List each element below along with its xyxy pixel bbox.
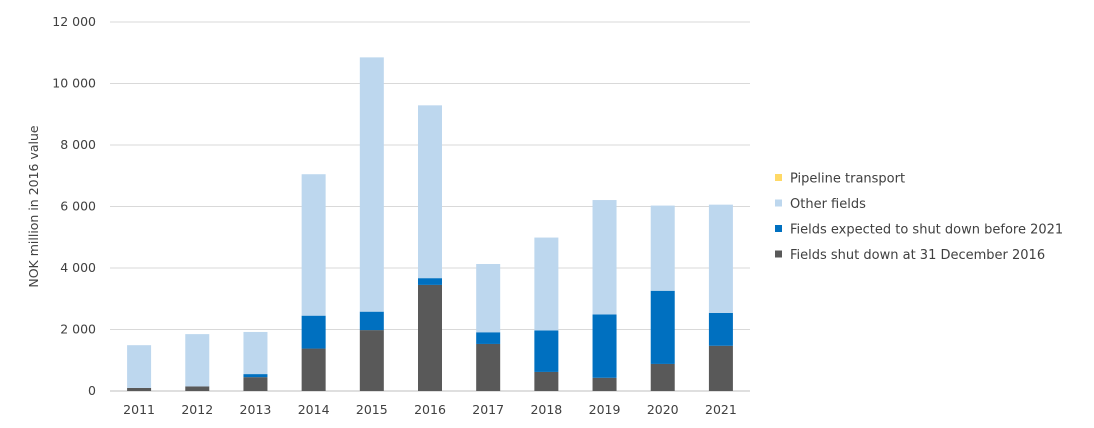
legend-label: Pipeline transport: [790, 172, 905, 187]
y-tick-label: 2 000: [60, 322, 96, 337]
bar-segment: [418, 284, 442, 391]
x-tick-label: 2016: [414, 402, 446, 417]
bar-segment: [592, 314, 617, 378]
bar-segment: [185, 386, 210, 391]
y-tick-label: 0: [88, 383, 96, 398]
x-tick-label: 2012: [181, 402, 213, 417]
x-tick-label: 2019: [589, 402, 621, 417]
x-tick-label: 2017: [472, 402, 504, 417]
legend-label: Other fields: [790, 197, 866, 212]
bar-segment: [592, 377, 617, 391]
y-tick-label: 6 000: [60, 199, 96, 214]
x-tick-label: 2018: [530, 402, 562, 417]
bar-segment: [359, 311, 384, 331]
bar-segment: [534, 371, 559, 391]
bar-segment: [359, 57, 384, 312]
legend-label: Fields expected to shut down before 2021: [790, 223, 1063, 238]
bar-segment: [708, 312, 733, 346]
bar-segment: [650, 205, 675, 291]
bar-segment: [592, 200, 617, 315]
bar-segment: [534, 237, 559, 331]
bar-segment: [127, 345, 152, 388]
bar-segment: [243, 377, 268, 391]
bar-segment: [418, 278, 442, 285]
bar-segment: [301, 348, 326, 391]
x-tick-label: 2011: [123, 402, 155, 417]
bar-segment: [301, 174, 326, 316]
bar-segment: [476, 343, 501, 391]
bar-segment: [708, 345, 733, 391]
legend-swatch: [775, 174, 782, 181]
bar-segment: [650, 290, 675, 364]
x-tick-label: 2013: [240, 402, 272, 417]
bar-segment: [476, 264, 501, 333]
bar-segment: [301, 315, 326, 349]
bar-segment: [650, 363, 675, 391]
bar-segment: [534, 330, 559, 372]
bar-segment: [476, 332, 501, 344]
y-tick-label: 4 000: [60, 260, 96, 275]
legend-swatch: [775, 199, 782, 207]
x-tick-label: 2020: [647, 402, 679, 417]
y-axis-title: NOK million in 2016 value: [26, 125, 41, 288]
bar-segment: [243, 374, 268, 378]
legend-swatch: [775, 225, 782, 232]
legend-swatch: [775, 250, 782, 258]
x-tick-label: 2015: [356, 402, 388, 417]
bar-segment: [359, 330, 384, 391]
bar-segment: [127, 387, 152, 391]
bar-segment: [708, 204, 733, 313]
y-tick-label: 12 000: [52, 14, 96, 29]
x-tick-label: 2021: [705, 402, 737, 417]
bar-segment: [243, 331, 268, 375]
legend-label: Fields shut down at 31 December 2016: [790, 248, 1045, 263]
y-tick-label: 8 000: [60, 137, 96, 152]
y-tick-label: 10 000: [52, 76, 96, 91]
bar-segment: [185, 334, 210, 387]
x-tick-label: 2014: [298, 402, 330, 417]
bar-segment: [418, 105, 442, 279]
